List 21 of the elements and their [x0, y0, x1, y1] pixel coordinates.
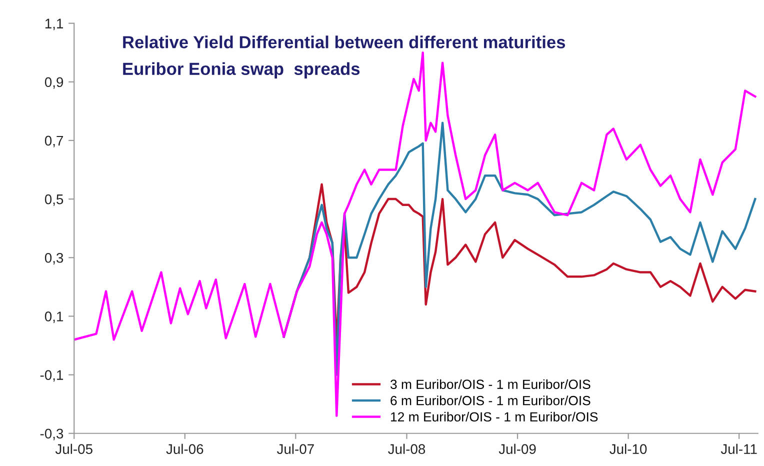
- y-tick-label: 0,1: [44, 312, 64, 324]
- y-tick-label: 0,7: [44, 136, 63, 148]
- x-tick-label: Jul-08: [388, 444, 426, 454]
- x-tick-label: Jul-05: [55, 444, 92, 454]
- text: Euribor Eonia swap spreads: [123, 62, 360, 78]
- x-tick-label: Jul-06: [166, 444, 204, 454]
- y-tick-label: -0,3: [40, 428, 64, 440]
- line-series: [282, 122, 756, 376]
- y-tick-label: 0,9: [44, 77, 64, 89]
- y-tick-label: 1,1: [45, 18, 64, 30]
- x-tick-label: Jul-11: [720, 444, 757, 454]
- legend-label: 12 m Euribor/OIS - 1 m Euribor/OIS: [390, 412, 598, 422]
- x-tick-label: Jul-09: [498, 444, 536, 454]
- y-tick-label: 0,3: [44, 252, 64, 264]
- text: Relative Yield Differential between different maturities: [123, 36, 566, 48]
- legend-label: 6 m Euribor/OIS - 1 m Euribor/OIS: [390, 396, 590, 406]
- y-tick-label: -0,1: [40, 370, 64, 382]
- x-tick-label: Jul-10: [610, 444, 647, 454]
- legend-label: 3 m Euribor/OIS - 1 m Euribor/OIS: [390, 379, 590, 390]
- x-tick-label: Jul-07: [276, 444, 314, 454]
- y-tick-label: 0,5: [44, 194, 64, 206]
